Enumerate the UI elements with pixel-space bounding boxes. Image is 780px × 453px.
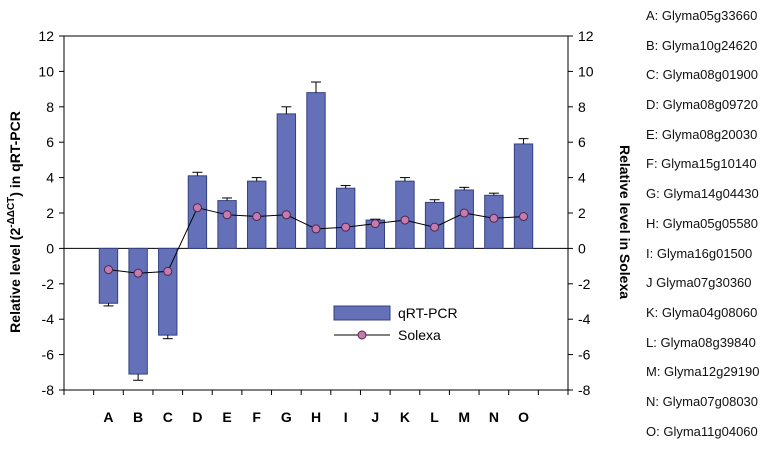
right-y-tick-label: 6 — [578, 134, 586, 150]
legend-marker-solexa — [357, 330, 367, 340]
left-y-tick-label: -4 — [42, 311, 55, 327]
point-solexa-o — [519, 212, 529, 222]
x-category-label: A — [103, 409, 113, 425]
right-y-tick-label: 12 — [578, 28, 594, 44]
x-category-label: G — [281, 409, 292, 425]
gene-label: O: Glyma11g04060 — [646, 423, 758, 439]
gene-label: L: Glyma08g39840 — [646, 334, 756, 350]
point-solexa-i — [341, 222, 351, 232]
bar-qrt-pcr-i — [335, 187, 356, 249]
gene-label: I: Glyma16g01500 — [646, 245, 753, 261]
left-y-tick-label: 4 — [46, 170, 54, 186]
bar-qrt-pcr-b — [128, 247, 148, 375]
point-solexa-m — [459, 208, 469, 218]
legend-label-solexa: Solexa — [398, 327, 441, 343]
bar-qrt-pcr-k — [395, 180, 415, 249]
x-category-label: B — [133, 409, 143, 425]
left-y-tick-label: 2 — [46, 205, 54, 221]
point-solexa-c — [163, 266, 173, 276]
point-solexa-l — [430, 222, 440, 232]
gene-label: K: Glyma04g08060 — [646, 304, 758, 320]
point-solexa-a — [103, 265, 113, 275]
legend-label-qrt-pcr: qRT-PCR — [398, 305, 458, 321]
gene-label: H: Glyma05g05580 — [646, 215, 759, 231]
point-solexa-k — [400, 215, 410, 225]
x-category-label: O — [518, 409, 529, 425]
bar-qrt-pcr-e — [217, 200, 237, 249]
gene-label: E: Glyma08g20030 — [646, 126, 758, 142]
bar-qrt-pcr-m — [454, 189, 474, 249]
point-solexa-j — [370, 219, 380, 229]
point-solexa-e — [222, 210, 232, 220]
gene-label: N: Glyma07g08030 — [646, 393, 759, 409]
left-y-tick-label: -8 — [42, 382, 55, 398]
left-y-tick-label: 6 — [46, 134, 54, 150]
x-category-label: D — [192, 409, 202, 425]
left-y-tick-label: 0 — [46, 240, 54, 256]
right-y-tick-label: 0 — [578, 240, 586, 256]
point-solexa-g — [281, 210, 291, 220]
bar-qrt-pcr-a — [98, 247, 119, 304]
right-y-tick-label: -6 — [578, 347, 591, 363]
x-category-label: K — [400, 409, 410, 425]
left-y-tick-label: -2 — [42, 276, 55, 292]
gene-label: B: Glyma10g24620 — [646, 37, 758, 53]
right-y-tick-label: 2 — [578, 205, 586, 221]
x-category-label: E — [222, 409, 231, 425]
point-solexa-h — [311, 224, 321, 234]
x-category-label: M — [458, 409, 470, 425]
bar-qrt-pcr-o — [513, 143, 534, 249]
legend-swatch-qrt-pcr — [333, 305, 391, 321]
x-category-label: I — [344, 409, 348, 425]
x-category-label: N — [489, 409, 499, 425]
right-y-axis-label: Relative level in Solexa — [617, 145, 633, 299]
right-y-tick-label: 4 — [578, 170, 586, 186]
gene-label: G: Glyma14g04430 — [646, 186, 759, 202]
gene-label: J Glyma07g30360 — [646, 275, 752, 291]
point-solexa-n — [489, 213, 499, 223]
left-y-tick-label: 8 — [46, 99, 54, 115]
x-category-label: L — [430, 409, 439, 425]
x-category-label: J — [371, 409, 379, 425]
x-category-label: H — [311, 409, 321, 425]
point-solexa-f — [252, 212, 262, 222]
left-y-tick-label: 12 — [38, 28, 54, 44]
bar-qrt-pcr-c — [158, 247, 178, 336]
gene-label: M: Glyma12g29190 — [646, 364, 760, 380]
point-solexa-d — [192, 203, 202, 213]
x-category-label: C — [163, 409, 173, 425]
x-category-label: F — [252, 409, 261, 425]
right-y-tick-label: 8 — [578, 99, 586, 115]
bar-qrt-pcr-g — [276, 113, 297, 249]
left-y-tick-label: 10 — [38, 63, 54, 79]
gene-label: A: Glyma05g33660 — [646, 8, 758, 23]
right-y-tick-label: -8 — [578, 382, 591, 398]
left-y-tick-label: -6 — [42, 347, 55, 363]
chart: 12 12 10 10 8 8 6 6 4 4 2 2 0 0 -2 -2 -4 -4 -6 -6 -8 -8 A B C D E F… — [6, 28, 633, 425]
gene-label: C: Glyma08g01900 — [646, 67, 759, 83]
left-y-axis-label: Relative level (2-ΔΔCT) in qRT-PCR — [6, 111, 23, 333]
right-y-tick-label: -4 — [578, 311, 591, 327]
legend: qRT-PCR Solexa — [333, 305, 458, 343]
right-y-tick-label: -2 — [578, 276, 591, 292]
gene-label: F: Glyma15g10140 — [646, 156, 757, 172]
gene-label: D: Glyma08g09720 — [646, 97, 759, 113]
right-y-tick-label: 10 — [578, 63, 594, 79]
point-solexa-b — [133, 268, 143, 278]
gene-legend-list: A: Glyma05g33660 B: Glyma10g24620 C: Glyma… — [646, 6, 759, 451]
